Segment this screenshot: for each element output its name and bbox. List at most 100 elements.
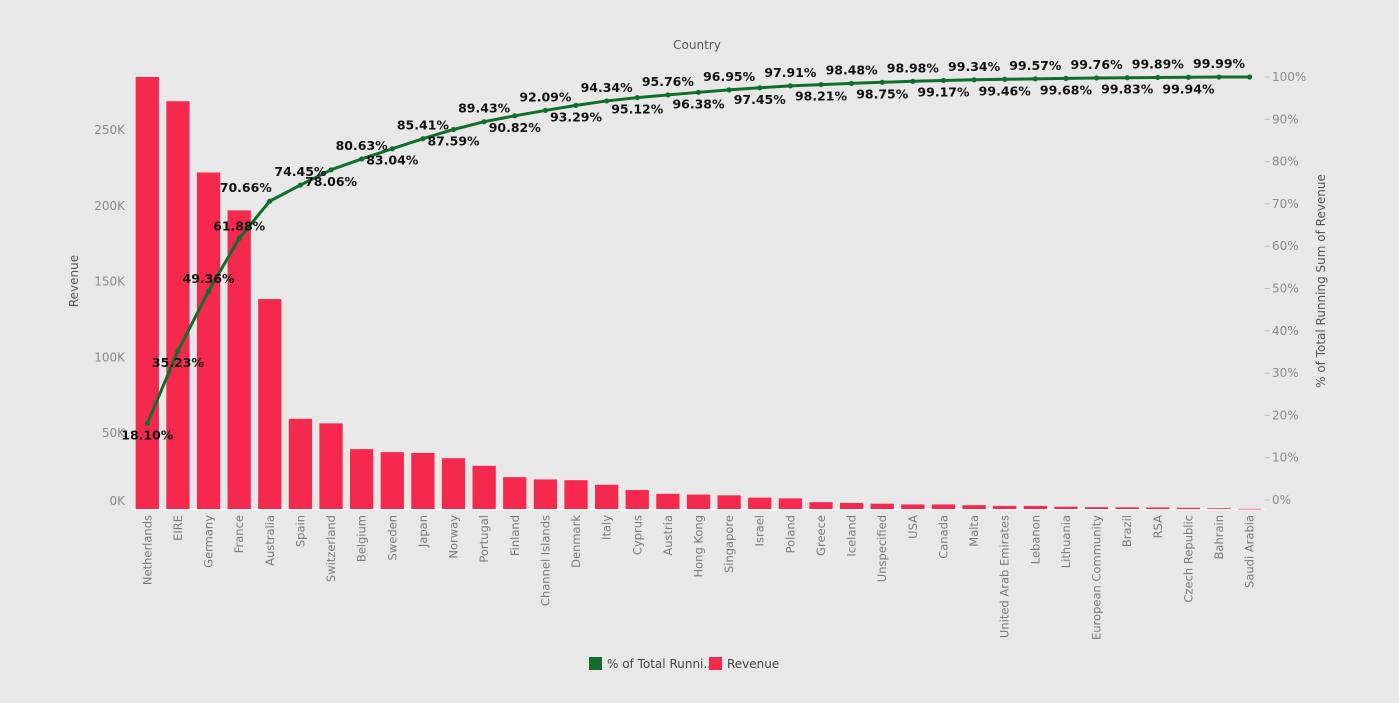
data-label: 87.59%: [427, 133, 480, 148]
bar-revenue: [1146, 507, 1170, 509]
x-tick-label: European Community: [1090, 515, 1104, 640]
data-label: 98.75%: [856, 86, 909, 101]
x-tick-label: Hong Kong: [692, 515, 706, 578]
x-tick-label: Greece: [814, 515, 828, 556]
bar-revenue: [441, 458, 466, 509]
x-tick-label: Finland: [508, 515, 522, 556]
line-point: [450, 126, 457, 133]
y-tick-left: 0K: [109, 494, 126, 508]
bar-revenue: [564, 480, 588, 509]
y-tick-left: 50K: [102, 426, 126, 440]
bar-revenue: [1054, 506, 1078, 509]
line-point: [726, 87, 732, 93]
x-tick-label: Channel Islands: [538, 515, 552, 606]
data-label: 70.66%: [220, 180, 273, 195]
bar-revenue: [1176, 507, 1201, 509]
bar-revenue: [1207, 508, 1231, 509]
data-label: 99.99%: [1193, 56, 1246, 71]
bar-revenue: [686, 494, 711, 509]
y-tick-right: 10%: [1272, 451, 1299, 465]
line-point: [205, 288, 212, 294]
data-label: 99.17%: [917, 85, 970, 100]
bar-revenue: [227, 210, 251, 509]
bar-revenue: [656, 493, 680, 509]
x-tick-label: Lithuania: [1059, 515, 1073, 568]
y-tick-right: 80%: [1272, 155, 1299, 169]
y-tick-right: 40%: [1272, 324, 1299, 338]
x-tick-label: USA: [906, 515, 920, 539]
x-tick-label: Poland: [783, 515, 797, 553]
data-label: 99.57%: [1009, 58, 1062, 73]
line-point: [849, 80, 855, 87]
bar-revenue: [1023, 505, 1047, 509]
line-point: [389, 146, 395, 152]
line-running-total: [145, 75, 1250, 425]
bar-revenue: [993, 505, 1017, 509]
data-label: 98.98%: [887, 60, 940, 75]
y-tick-left: 100K: [94, 350, 126, 364]
y-tick-right: 70%: [1272, 197, 1299, 211]
x-tick-label: Norway: [447, 515, 461, 559]
bar-revenue: [350, 449, 374, 509]
x-axis-title: Country: [673, 38, 721, 52]
data-label: 96.38%: [672, 96, 725, 111]
data-label: 99.46%: [979, 83, 1032, 98]
x-tick-label: Netherlands: [140, 515, 154, 585]
x-tick-label: Portugal: [477, 515, 491, 563]
data-label: 98.21%: [795, 89, 848, 104]
line-point: [1032, 76, 1038, 82]
bar-revenue: [962, 505, 986, 509]
y-tick-left: 200K: [94, 199, 126, 213]
line-point: [236, 235, 242, 241]
x-tick-label: Malta: [967, 515, 981, 547]
bar-revenue: [380, 452, 404, 509]
data-label: 94.34%: [581, 80, 634, 95]
legend-label-revenue: Revenue: [727, 657, 779, 671]
bar-revenue: [717, 495, 741, 509]
line-point: [940, 77, 947, 84]
line-point: [512, 113, 518, 119]
x-tick-label: Czech Republic: [1181, 515, 1195, 603]
x-tick-label: Italy: [600, 515, 614, 540]
data-label: 85.41%: [397, 118, 450, 133]
x-tick-label: Canada: [936, 515, 950, 559]
data-label: 78.06%: [305, 174, 358, 189]
x-tick-label: Singapore: [722, 515, 736, 573]
x-tick-label: Australia: [263, 515, 277, 566]
bar-revenue: [196, 172, 221, 510]
x-tick-label: United Arab Emirates: [998, 515, 1012, 638]
legend-swatch-revenue: [709, 657, 722, 670]
line-point: [573, 102, 579, 108]
x-tick-label: Israel: [753, 515, 767, 546]
bar-revenue: [839, 502, 864, 509]
data-label: 83.04%: [366, 153, 419, 168]
line-point: [1063, 75, 1069, 81]
line-point: [359, 156, 365, 162]
bar-revenue: [625, 490, 649, 509]
x-tick-label: Lebanon: [1028, 515, 1042, 564]
line-point: [879, 79, 885, 85]
data-label: 95.76%: [642, 74, 695, 89]
data-label: 74.45%: [274, 164, 327, 179]
line-point: [634, 95, 640, 101]
line-point: [297, 182, 304, 188]
x-tick-label: EIRE: [171, 515, 185, 541]
x-tick-label: France: [232, 515, 246, 553]
data-label: 92.09%: [519, 89, 572, 104]
data-label: 97.45%: [734, 92, 787, 107]
data-label: 99.83%: [1101, 82, 1154, 97]
line-point: [910, 78, 916, 84]
x-tick-label: Sweden: [385, 515, 399, 560]
line-point: [267, 198, 273, 204]
data-label: 90.82%: [489, 120, 542, 135]
line-point: [695, 89, 702, 95]
bar-revenue: [1115, 507, 1139, 509]
x-tick-label: Cyprus: [630, 515, 644, 555]
line-point: [1247, 74, 1253, 80]
legend-label-running-total: % of Total Runni..: [607, 657, 711, 671]
data-label: 89.43%: [458, 101, 511, 116]
y-tick-right: 100%: [1272, 70, 1306, 84]
x-tick-label: Bahrain: [1212, 515, 1226, 559]
line-point: [420, 136, 426, 142]
bar-revenue: [319, 423, 343, 509]
